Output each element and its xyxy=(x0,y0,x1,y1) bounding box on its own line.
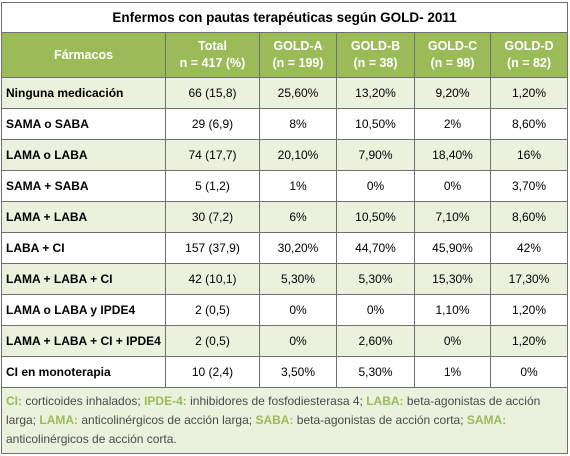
footnote-text: corticoides inhalados; xyxy=(22,394,145,408)
header-gold-a: GOLD-A (n = 199) xyxy=(259,32,337,78)
row-farmaco: LAMA o LABA xyxy=(1,139,166,171)
table-row: LAMA o LABA 74 (17,7) 20,10% 7,90% 18,40% 16% xyxy=(1,139,569,171)
cell-gold-c: 9,20% xyxy=(414,77,491,109)
cell-gold-c: 0% xyxy=(414,325,491,357)
cell-gold-a: 25,60% xyxy=(259,77,337,109)
header-gold-c: GOLD-C (n = 98) xyxy=(414,32,491,78)
row-farmaco: LAMA + LABA + CI + IPDE4 xyxy=(1,325,166,357)
cell-gold-c: 1% xyxy=(414,356,491,388)
footnote: CI: corticoides inhalados; IPDE-4: inhib… xyxy=(0,387,569,454)
table-row: CI en monoterapia 10 (2,4) 3,50% 5,30% 1% 0% xyxy=(1,356,569,388)
footnote-text: anticolinérgicos de acción larga; xyxy=(78,413,256,427)
cell-gold-a: 0% xyxy=(259,325,337,357)
cell-total: 2 (0,5) xyxy=(165,294,260,326)
header-gold-b: GOLD-B (n = 38) xyxy=(336,32,415,78)
cell-gold-d: 8,60% xyxy=(489,201,569,233)
cell-gold-d: 8,60% xyxy=(489,108,569,140)
cell-gold-c: 7,10% xyxy=(414,201,491,233)
header-farmacos: Fármacos xyxy=(1,32,166,78)
cell-gold-b: 10,50% xyxy=(336,108,415,140)
cell-gold-b: 7,90% xyxy=(336,139,415,171)
cell-gold-c: 15,30% xyxy=(414,263,491,295)
cell-gold-a: 0% xyxy=(259,294,337,326)
cell-gold-a: 5,30% xyxy=(259,263,337,295)
footnote-abbr: IPDE-4: xyxy=(144,394,187,408)
title-row: Enfermos con pautas terapéuticas según G… xyxy=(0,2,569,33)
cell-total: 5 (1,2) xyxy=(165,170,260,202)
row-farmaco: LABA + CI xyxy=(1,232,166,264)
cell-total: 157 (37,9) xyxy=(165,232,260,264)
cell-gold-a: 8% xyxy=(259,108,337,140)
footnote-abbr: SABA: xyxy=(255,413,294,427)
cell-gold-c: 1,10% xyxy=(414,294,491,326)
cell-total: 2 (0,5) xyxy=(165,325,260,357)
footnote-row: CI: corticoides inhalados; IPDE-4: inhib… xyxy=(0,387,569,454)
cell-gold-c: 2% xyxy=(414,108,491,140)
cell-gold-b: 2,60% xyxy=(336,325,415,357)
cell-total: 66 (15,8) xyxy=(165,77,260,109)
table-title: Enfermos con pautas terapéuticas según G… xyxy=(0,2,569,33)
footnote-text: beta-agonistas de acción larga; xyxy=(6,394,541,427)
row-farmaco: LAMA + LABA xyxy=(1,201,166,233)
row-farmaco: LAMA o LABA y IPDE4 xyxy=(1,294,166,326)
footnote-abbr: LAMA: xyxy=(39,413,79,427)
header-row: Fármacos Total n = 417 (%) GOLD-A (n = 199… xyxy=(1,32,569,78)
cell-gold-a: 30,20% xyxy=(259,232,337,264)
cell-gold-a: 6% xyxy=(259,201,337,233)
table-row: SAMA o SABA 29 (6,9) 8% 10,50% 2% 8,60% xyxy=(1,108,569,140)
row-farmaco: SAMA + SABA xyxy=(1,170,166,202)
cell-gold-c: 45,90% xyxy=(414,232,491,264)
cell-gold-b: 5,30% xyxy=(336,356,415,388)
cell-gold-d: 1,20% xyxy=(489,294,569,326)
cell-gold-d: 0% xyxy=(489,356,569,388)
cell-gold-c: 18,40% xyxy=(414,139,491,171)
cell-gold-a: 1% xyxy=(259,170,337,202)
cell-gold-c: 0% xyxy=(414,170,491,202)
row-farmaco: LAMA + LABA + CI xyxy=(1,263,166,295)
footnote-abbr: CI: xyxy=(6,394,22,408)
table-row: Ninguna medicación 66 (15,8) 25,60% 13,20% 9… xyxy=(1,77,569,109)
cell-total: 42 (10,1) xyxy=(165,263,260,295)
cell-total: 29 (6,9) xyxy=(165,108,260,140)
cell-gold-a: 20,10% xyxy=(259,139,337,171)
row-farmaco: SAMA o SABA xyxy=(1,108,166,140)
cell-gold-b: 10,50% xyxy=(336,201,415,233)
cell-gold-d: 17,30% xyxy=(489,263,569,295)
cell-gold-b: 44,70% xyxy=(336,232,415,264)
footnote-abbr: SAMA: xyxy=(466,413,507,427)
table-row: LAMA + LABA + CI + IPDE4 2 (0,5) 0% 2,60% 0%… xyxy=(1,325,569,357)
cell-gold-b: 0% xyxy=(336,170,415,202)
table-row: LAMA + LABA 30 (7,2) 6% 10,50% 7,10% 8,60% xyxy=(1,201,569,233)
cell-total: 10 (2,4) xyxy=(165,356,260,388)
table-row: SAMA + SABA 5 (1,2) 1% 0% 0% 3,70% xyxy=(1,170,569,202)
footnote-text: beta-agonistas de acción corta; xyxy=(293,413,467,427)
cell-gold-b: 13,20% xyxy=(336,77,415,109)
row-farmaco: Ninguna medicación xyxy=(1,77,166,109)
table-row: LABA + CI 157 (37,9) 30,20% 44,70% 45,90% 42% xyxy=(1,232,569,264)
cell-gold-d: 3,70% xyxy=(489,170,569,202)
cell-total: 30 (7,2) xyxy=(165,201,260,233)
cell-gold-a: 3,50% xyxy=(259,356,337,388)
footnote-text: anticolinérgicos de acción corta. xyxy=(6,432,177,446)
cell-gold-d: 1,20% xyxy=(489,77,569,109)
table-row: LAMA + LABA + CI 42 (10,1) 5,30% 5,30% 15,30… xyxy=(1,263,569,295)
footnote-abbr: LABA: xyxy=(366,394,404,408)
cell-gold-d: 16% xyxy=(489,139,569,171)
header-gold-d: GOLD-D (n = 82) xyxy=(489,32,569,78)
header-total: Total n = 417 (%) xyxy=(165,32,260,78)
row-farmaco: CI en monoterapia xyxy=(1,356,166,388)
cell-total: 74 (17,7) xyxy=(165,139,260,171)
cell-gold-b: 5,30% xyxy=(336,263,415,295)
cell-gold-d: 1,20% xyxy=(489,325,569,357)
table-row: LAMA o LABA y IPDE4 2 (0,5) 0% 0% 1,10% 1,20% xyxy=(1,294,569,326)
cell-gold-b: 0% xyxy=(336,294,415,326)
footnote-text: inhibidores de fosfodiesterasa 4; xyxy=(186,394,367,408)
cell-gold-d: 42% xyxy=(489,232,569,264)
table-body: Ninguna medicación 66 (15,8) 25,60% 13,20% 9… xyxy=(1,77,569,388)
